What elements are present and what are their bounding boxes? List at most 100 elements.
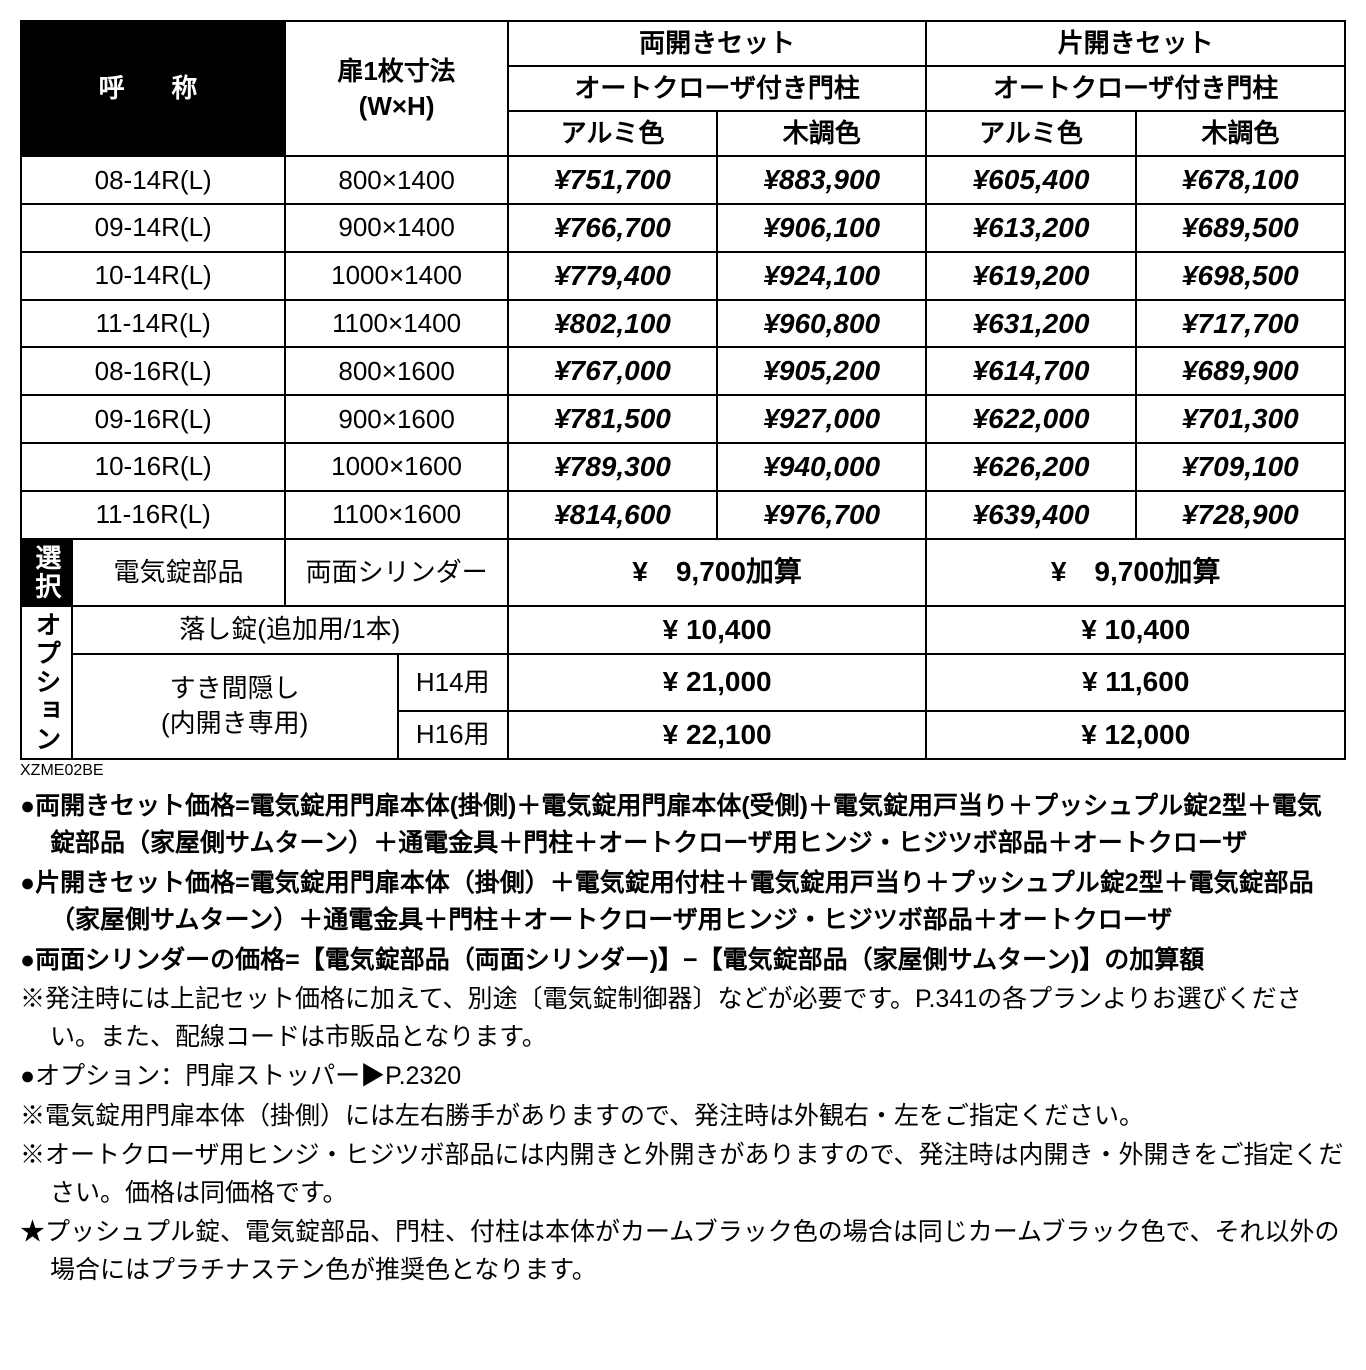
cell-dim: 900×1400 bbox=[285, 204, 507, 252]
table-header-row: 呼 称 扉1枚寸法 (W×H) 両開きセット 片開きセット bbox=[21, 21, 1345, 66]
cell-name: 11-16R(L) bbox=[21, 491, 285, 539]
note-3: 両面シリンダーの価格=【電気錠部品（両面シリンダー)】−【電気錠部品（家屋側サム… bbox=[20, 942, 1346, 980]
price-table-container: 呼 称 扉1枚寸法 (W×H) 両開きセット 片開きセット オートクローザ付き門… bbox=[20, 20, 1346, 1289]
h14-single: ¥ 11,600 bbox=[926, 654, 1345, 711]
cell-name: 09-16R(L) bbox=[21, 395, 285, 443]
cell-price-single-wood: ¥698,500 bbox=[1136, 252, 1345, 300]
table-row: 08-16R(L)800×1600¥767,000¥905,200¥614,70… bbox=[21, 347, 1345, 395]
cell-price-double-wood: ¥924,100 bbox=[717, 252, 926, 300]
note-4: 発注時には上記セット価格に加えて、別途〔電気錠制御器〕などが必要です。P.341… bbox=[20, 981, 1346, 1056]
select-row: 選択 電気錠部品 両面シリンダー ¥ 9,700加算 ¥ 9,700加算 bbox=[21, 539, 1345, 606]
cell-price-double-alu: ¥767,000 bbox=[508, 347, 717, 395]
option-row-h14: すき間隠し (内開き専用) H14用 ¥ 21,000 ¥ 11,600 bbox=[21, 654, 1345, 711]
table-row: 11-16R(L)1100×1600¥814,600¥976,700¥639,4… bbox=[21, 491, 1345, 539]
notes-section: 両開きセット価格=電気錠用門扉本体(掛側)＋電気錠用門扉本体(受側)＋電気錠用戸… bbox=[20, 788, 1346, 1290]
cell-price-double-wood: ¥883,900 bbox=[717, 156, 926, 204]
h16-both: ¥ 22,100 bbox=[508, 711, 927, 759]
cell-price-double-alu: ¥751,700 bbox=[508, 156, 717, 204]
header-wood-2: 木調色 bbox=[1136, 111, 1345, 156]
table-row: 10-16R(L)1000×1600¥789,300¥940,000¥626,2… bbox=[21, 443, 1345, 491]
cell-price-double-wood: ¥960,800 bbox=[717, 300, 926, 348]
cell-price-double-alu: ¥766,700 bbox=[508, 204, 717, 252]
cell-price-single-wood: ¥678,100 bbox=[1136, 156, 1345, 204]
cell-dim: 1000×1400 bbox=[285, 252, 507, 300]
cell-price-single-alu: ¥631,200 bbox=[926, 300, 1135, 348]
dim-line1: 扉1枚寸法 bbox=[337, 56, 455, 86]
cell-price-single-wood: ¥717,700 bbox=[1136, 300, 1345, 348]
cell-price-double-wood: ¥940,000 bbox=[717, 443, 926, 491]
dim-line2: (W×H) bbox=[359, 91, 435, 121]
table-row: 08-14R(L)800×1400¥751,700¥883,900¥605,40… bbox=[21, 156, 1345, 204]
cell-dim: 1100×1400 bbox=[285, 300, 507, 348]
cell-price-single-wood: ¥689,500 bbox=[1136, 204, 1345, 252]
cell-price-double-wood: ¥905,200 bbox=[717, 347, 926, 395]
cell-price-double-alu: ¥789,300 bbox=[508, 443, 717, 491]
cell-price-double-alu: ¥802,100 bbox=[508, 300, 717, 348]
cell-price-double-alu: ¥814,600 bbox=[508, 491, 717, 539]
header-single-set: 片開きセット bbox=[926, 21, 1345, 66]
cell-name: 08-14R(L) bbox=[21, 156, 285, 204]
cell-price-single-alu: ¥626,200 bbox=[926, 443, 1135, 491]
cell-price-double-wood: ¥976,700 bbox=[717, 491, 926, 539]
option-label: オプション bbox=[21, 606, 72, 759]
header-autocloser-1: オートクローザ付き門柱 bbox=[508, 66, 927, 111]
cell-dim: 800×1400 bbox=[285, 156, 507, 204]
h14-label: H14用 bbox=[398, 654, 508, 711]
cell-price-single-alu: ¥639,400 bbox=[926, 491, 1135, 539]
note-6: 電気錠用門扉本体（掛側）には左右勝手がありますので、発注時は外観右・左をご指定く… bbox=[20, 1098, 1346, 1136]
drop-lock: 落し錠(追加用/1本) bbox=[72, 606, 508, 654]
select-price-both: ¥ 9,700加算 bbox=[508, 539, 927, 606]
cell-name: 09-14R(L) bbox=[21, 204, 285, 252]
note-7: オートクローザ用ヒンジ・ヒジツボ部品には内開きと外開きがありますので、発注時は内… bbox=[20, 1137, 1346, 1212]
header-double-set: 両開きセット bbox=[508, 21, 927, 66]
header-dimensions: 扉1枚寸法 (W×H) bbox=[285, 21, 507, 156]
table-row: 09-14R(L)900×1400¥766,700¥906,100¥613,20… bbox=[21, 204, 1345, 252]
cell-price-single-alu: ¥622,000 bbox=[926, 395, 1135, 443]
cell-price-single-alu: ¥614,700 bbox=[926, 347, 1135, 395]
cell-price-double-alu: ¥781,500 bbox=[508, 395, 717, 443]
header-aluminum-2: アルミ色 bbox=[926, 111, 1135, 156]
cell-dim: 800×1600 bbox=[285, 347, 507, 395]
h14-both: ¥ 21,000 bbox=[508, 654, 927, 711]
header-autocloser-2: オートクローザ付き門柱 bbox=[926, 66, 1345, 111]
drop-lock-single: ¥ 10,400 bbox=[926, 606, 1345, 654]
price-table: 呼 称 扉1枚寸法 (W×H) 両開きセット 片開きセット オートクローザ付き門… bbox=[20, 20, 1346, 760]
cell-name: 08-16R(L) bbox=[21, 347, 285, 395]
cell-dim: 900×1600 bbox=[285, 395, 507, 443]
header-wood-1: 木調色 bbox=[717, 111, 926, 156]
product-code: XZME02BE bbox=[20, 762, 1346, 780]
cell-price-single-wood: ¥728,900 bbox=[1136, 491, 1345, 539]
cell-name: 10-14R(L) bbox=[21, 252, 285, 300]
cell-price-single-alu: ¥613,200 bbox=[926, 204, 1135, 252]
cell-price-double-wood: ¥927,000 bbox=[717, 395, 926, 443]
cell-price-double-wood: ¥906,100 bbox=[717, 204, 926, 252]
option-row-droplock: オプション 落し錠(追加用/1本) ¥ 10,400 ¥ 10,400 bbox=[21, 606, 1345, 654]
cell-name: 11-14R(L) bbox=[21, 300, 285, 348]
h16-label: H16用 bbox=[398, 711, 508, 759]
table-row: 10-14R(L)1000×1400¥779,400¥924,100¥619,2… bbox=[21, 252, 1345, 300]
cell-price-single-alu: ¥605,400 bbox=[926, 156, 1135, 204]
cell-price-double-alu: ¥779,400 bbox=[508, 252, 717, 300]
gap-cover-l1: すき間隠し bbox=[170, 673, 300, 703]
h16-single: ¥ 12,000 bbox=[926, 711, 1345, 759]
cell-price-single-alu: ¥619,200 bbox=[926, 252, 1135, 300]
cell-price-single-wood: ¥709,100 bbox=[1136, 443, 1345, 491]
note-1: 両開きセット価格=電気錠用門扉本体(掛側)＋電気錠用門扉本体(受側)＋電気錠用戸… bbox=[20, 788, 1346, 863]
note-2: 片開きセット価格=電気錠用門扉本体（掛側）＋電気錠用付柱＋電気錠用戸当り＋プッシ… bbox=[20, 865, 1346, 940]
cell-name: 10-16R(L) bbox=[21, 443, 285, 491]
electric-parts: 電気錠部品 bbox=[72, 539, 286, 606]
note-8: プッシュプル錠、電気錠部品、門柱、付柱は本体がカームブラック色の場合は同じカーム… bbox=[20, 1214, 1346, 1289]
gap-cover-l2: (内開き専用) bbox=[161, 708, 308, 738]
table-row: 11-14R(L)1100×1400¥802,100¥960,800¥631,2… bbox=[21, 300, 1345, 348]
cell-dim: 1000×1600 bbox=[285, 443, 507, 491]
header-name: 呼 称 bbox=[21, 21, 285, 156]
gap-cover: すき間隠し (内開き専用) bbox=[72, 654, 398, 759]
drop-lock-both: ¥ 10,400 bbox=[508, 606, 927, 654]
cell-dim: 1100×1600 bbox=[285, 491, 507, 539]
select-price-single: ¥ 9,700加算 bbox=[926, 539, 1345, 606]
cell-price-single-wood: ¥689,900 bbox=[1136, 347, 1345, 395]
double-cylinder: 両面シリンダー bbox=[285, 539, 507, 606]
note-5: オプション：門扉ストッパー▶P.2320 bbox=[20, 1058, 1346, 1096]
cell-price-single-wood: ¥701,300 bbox=[1136, 395, 1345, 443]
select-label: 選択 bbox=[21, 539, 72, 606]
